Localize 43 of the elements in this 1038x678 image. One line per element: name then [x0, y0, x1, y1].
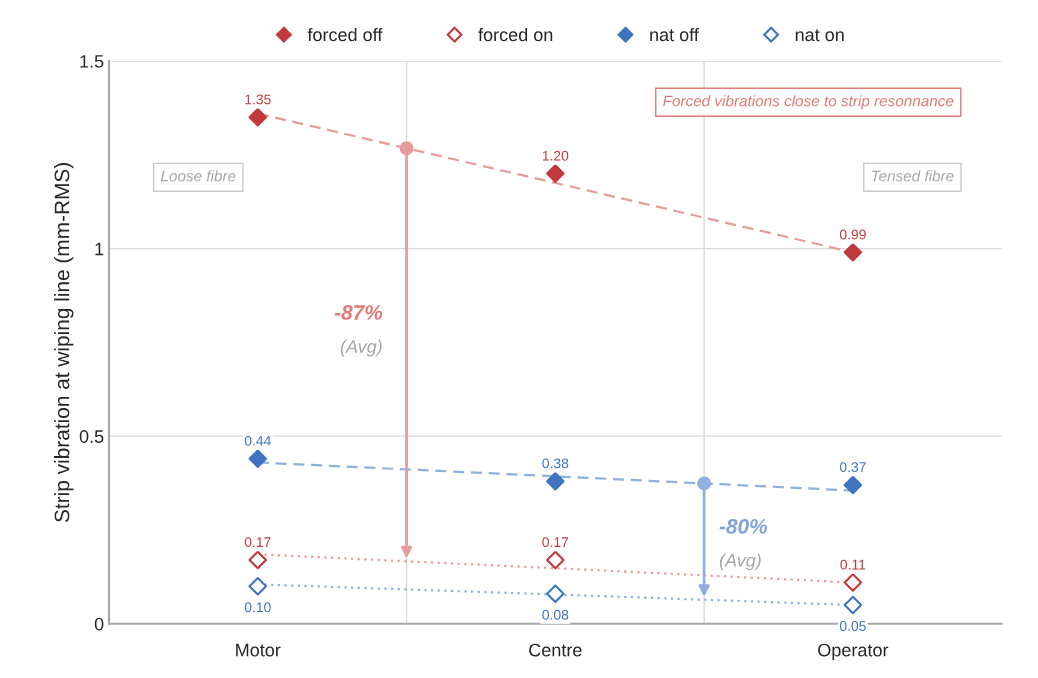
point: [843, 573, 863, 592]
data-label: 0.11: [840, 559, 866, 570]
x-tick-label: Operator: [818, 643, 889, 661]
legend-label: nat off: [650, 27, 699, 42]
point: [248, 108, 268, 127]
data-label: 1.20: [542, 150, 569, 161]
data-label: 0.37: [839, 462, 866, 473]
data-label: 0.17: [542, 537, 569, 548]
y-tick-label: 0: [94, 617, 104, 631]
annotation: Forced vibrations close to strip resonnance: [663, 95, 954, 110]
data-label: 0.08: [542, 609, 569, 620]
legend-label: forced off: [307, 27, 383, 42]
annotation: Tensed fibre: [872, 170, 954, 182]
data-label: 1.35: [245, 94, 271, 105]
annotation: -87%: [334, 305, 383, 320]
legend-label: forced on: [478, 27, 553, 42]
point: [843, 595, 863, 615]
y-tick-label: 1: [95, 242, 104, 256]
x-tick-label: Centre: [529, 643, 582, 657]
point: [248, 550, 268, 570]
point: [248, 576, 268, 596]
annotation: Loose fibre: [160, 170, 236, 182]
y-tick-label: 0.5: [79, 430, 104, 443]
point: [248, 449, 268, 468]
point: [546, 550, 565, 570]
data-label: 0.10: [244, 602, 271, 613]
data-label: 0.44: [244, 435, 271, 446]
annotation: -80%: [719, 518, 768, 534]
data-label: 0.38: [542, 458, 569, 469]
point: [843, 475, 863, 495]
point: [546, 164, 565, 183]
data-label: 0.17: [244, 537, 271, 548]
y-axis-title: Strip vibration at wiping line (mm-RMS): [54, 163, 74, 523]
legend-label: nat on: [795, 29, 844, 42]
point: [843, 243, 863, 262]
annotation: (Avg): [340, 339, 382, 357]
data-label: 0.99: [839, 229, 866, 240]
data-label: 0.05: [839, 621, 866, 631]
y-tick-label: 1.5: [80, 55, 104, 68]
x-tick-label: Motor: [236, 643, 281, 657]
point: [546, 471, 565, 491]
annotation: (Avg): [719, 553, 761, 571]
point: [546, 584, 565, 603]
